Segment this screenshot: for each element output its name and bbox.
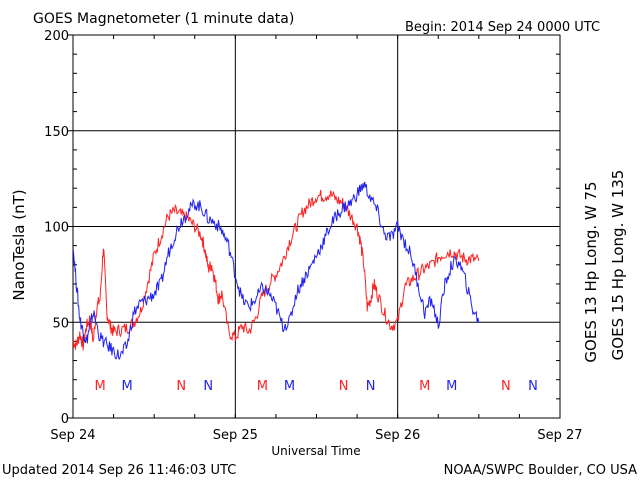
marker-m: M [446, 379, 457, 394]
updated-timestamp: Updated 2014 Sep 26 11:46:03 UTC [2, 463, 236, 478]
plot-area: 0 50 100 150 200 Sep 24 Sep 25 Sep 26 Sep 27 M M N N… [44, 29, 582, 443]
x-tick-label: Sep 26 [375, 428, 420, 443]
x-tick-label: Sep 24 [50, 428, 95, 443]
marker-n: N [176, 379, 186, 394]
y-tick-label: 200 [44, 29, 69, 44]
marker-n: N [339, 379, 349, 394]
marker-n: N [366, 379, 376, 394]
x-tick-label: Sep 25 [213, 428, 258, 443]
x-tick-label: Sep 27 [537, 428, 582, 443]
x-axis-label: Universal Time [271, 444, 360, 458]
marker-n: N [501, 379, 511, 394]
credit-text: NOAA/SWPC Boulder, CO USA [444, 463, 637, 478]
legend-goes13: GOES 13 Hp Long. W 75 [582, 181, 600, 362]
marker-m: M [257, 379, 268, 394]
marker-m: M [94, 379, 105, 394]
marker-m: M [419, 379, 430, 394]
marker-m: M [284, 379, 295, 394]
marker-m: M [122, 379, 133, 394]
y-tick-label: 0 [61, 412, 69, 427]
legend-goes15: GOES 15 Hp Long. W 135 [609, 170, 627, 361]
y-tick-label: 50 [52, 316, 69, 331]
y-tick-label: 150 [44, 125, 69, 140]
marker-n: N [528, 379, 538, 394]
series-line-goes13 [72, 189, 480, 351]
begin-time: Begin: 2014 Sep 24 0000 UTC [405, 20, 600, 35]
chart-title: GOES Magnetometer (1 minute data) [33, 11, 294, 27]
y-tick-label: 100 [44, 221, 69, 236]
series-line-goes15 [72, 181, 480, 360]
marker-n: N [203, 379, 213, 394]
y-axis-label: NanoTesla (nT) [10, 189, 28, 300]
